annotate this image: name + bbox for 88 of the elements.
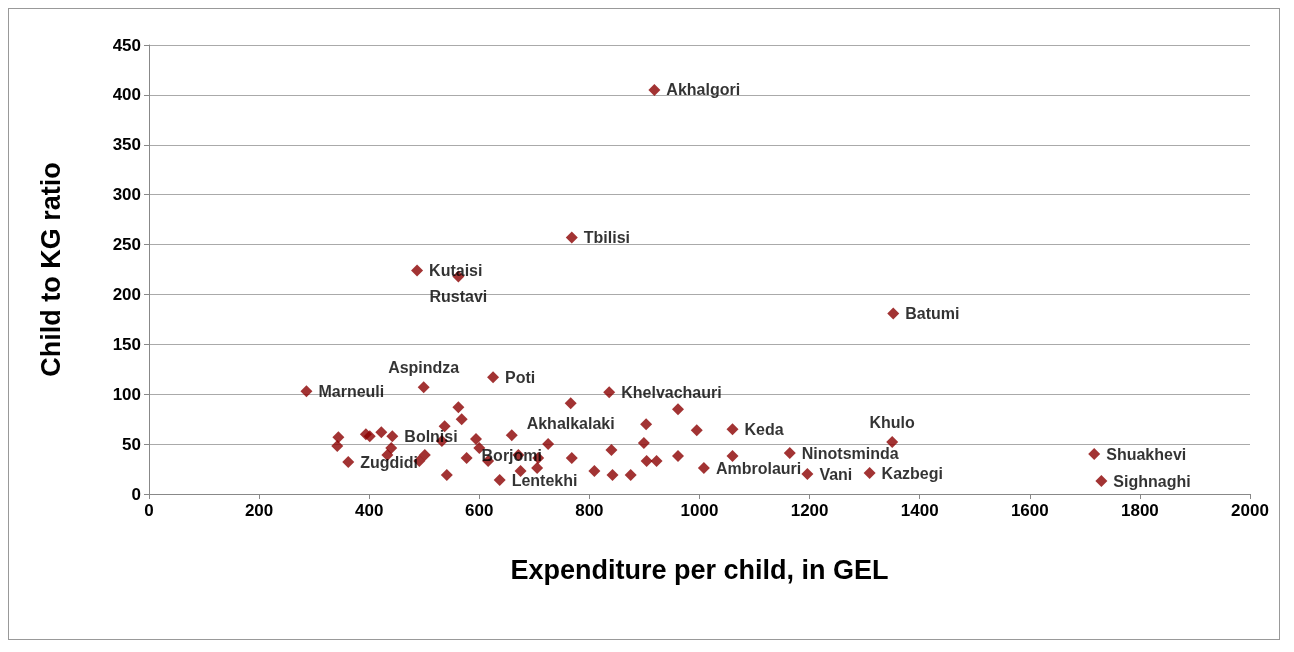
x-tick-label: 1000 xyxy=(680,501,719,520)
point xyxy=(726,450,739,463)
annotation: Khelvachauri xyxy=(621,383,722,401)
point xyxy=(487,371,500,384)
point xyxy=(300,385,313,398)
annotation: Akhalkalaki xyxy=(526,414,615,432)
point xyxy=(455,413,468,426)
annotation: Batumi xyxy=(905,304,960,322)
point xyxy=(417,381,430,394)
point xyxy=(690,424,703,437)
point xyxy=(650,455,663,468)
point xyxy=(386,430,399,443)
point xyxy=(588,465,601,478)
point xyxy=(783,447,796,460)
point xyxy=(363,430,376,443)
point xyxy=(440,469,453,482)
point xyxy=(470,433,482,446)
annotation: Shuakhevi xyxy=(1106,445,1187,463)
x-tick-label: 2000 xyxy=(1231,501,1269,520)
point xyxy=(605,444,618,457)
x-tick-label: 800 xyxy=(575,501,604,520)
annotation: Bolnisi xyxy=(404,427,458,445)
point xyxy=(1088,448,1101,461)
y-tick-label: 200 xyxy=(112,284,141,304)
point xyxy=(565,452,578,465)
point xyxy=(331,440,344,453)
point xyxy=(493,474,506,487)
point xyxy=(624,469,637,482)
x-tick-label: 1800 xyxy=(1120,501,1159,520)
annotation: Akhalgori xyxy=(666,81,741,99)
point xyxy=(672,450,685,463)
annotation: Lentekhi xyxy=(511,471,578,489)
annotation: Tbilisi xyxy=(583,229,631,247)
point xyxy=(452,401,465,414)
point xyxy=(564,397,577,410)
point xyxy=(640,418,653,431)
point xyxy=(542,438,555,451)
point xyxy=(640,455,653,468)
x-tick-label: 600 xyxy=(465,501,494,520)
annotation: Khulo xyxy=(869,413,916,431)
annotation: Kazbegi xyxy=(881,464,943,482)
x-axis-title: Expenditure per child, in GEL xyxy=(510,554,889,585)
annotation: Zugdidi xyxy=(360,453,419,471)
point xyxy=(418,449,431,462)
y-axis-title: Child to KG ratio xyxy=(35,162,66,377)
point xyxy=(342,456,355,469)
x-tick-label: 400 xyxy=(355,501,384,520)
y-tick-label: 400 xyxy=(112,85,141,105)
y-tick-label: 100 xyxy=(112,384,141,404)
y-tick-label: 150 xyxy=(112,334,141,354)
annotation: Aspindza xyxy=(388,358,460,376)
point xyxy=(726,423,739,436)
y-tick-label: 450 xyxy=(112,35,141,55)
x-tick-label: 1200 xyxy=(790,501,829,520)
point xyxy=(375,426,388,439)
point xyxy=(332,431,345,444)
point xyxy=(1095,475,1108,488)
point xyxy=(637,437,650,450)
x-tick-label: 0 xyxy=(144,501,154,520)
annotation: Rustavi xyxy=(429,287,488,305)
point xyxy=(606,469,619,482)
annotation: Marneuli xyxy=(318,382,385,400)
point xyxy=(460,452,473,465)
y-tick-label: 250 xyxy=(112,235,141,255)
point xyxy=(648,83,661,96)
x-tick-label: 200 xyxy=(244,501,274,520)
annotation: Ninotsminda xyxy=(801,444,899,462)
y-tick-label: 0 xyxy=(131,484,141,504)
y-tick-label: 300 xyxy=(112,185,141,205)
point xyxy=(697,462,710,475)
point xyxy=(863,467,876,480)
point xyxy=(505,429,518,442)
annotation: Sighnaghi xyxy=(1113,472,1191,490)
point xyxy=(801,468,814,481)
y-tick-label: 50 xyxy=(122,434,141,454)
annotation: Poti xyxy=(505,368,536,386)
annotation: Keda xyxy=(744,420,784,438)
annotation: Ambrolauri xyxy=(715,459,802,477)
x-tick-label: 1400 xyxy=(900,501,939,520)
point xyxy=(672,403,685,416)
point xyxy=(887,307,900,320)
x-tick-label: 1600 xyxy=(1010,501,1049,520)
point xyxy=(411,264,424,277)
y-tick-label: 350 xyxy=(112,135,141,155)
point xyxy=(603,386,616,399)
annotation: Vani xyxy=(819,465,853,483)
point xyxy=(565,231,578,244)
annotation: Kutaisi xyxy=(429,262,483,279)
